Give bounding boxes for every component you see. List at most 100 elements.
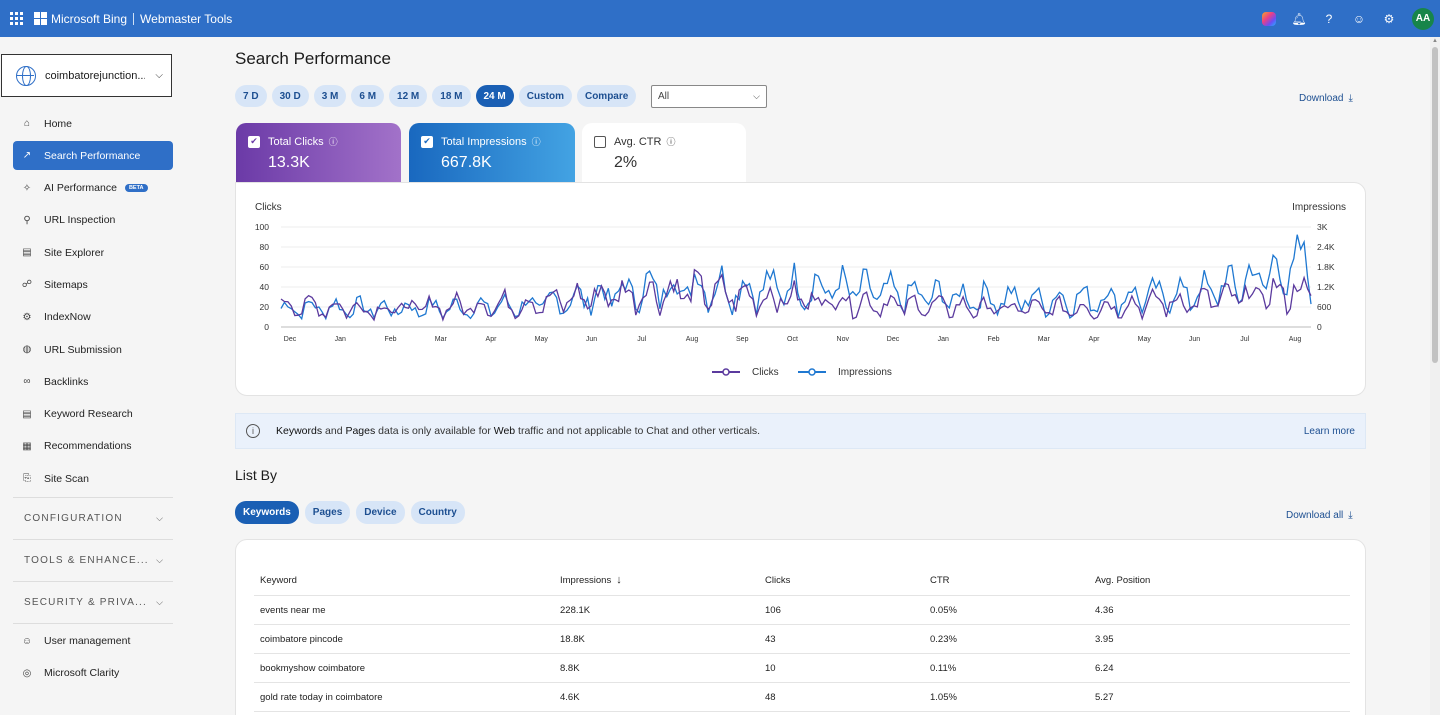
help-icon[interactable]: ?: [1325, 11, 1333, 26]
sidebar-item-home[interactable]: ⌂ Home: [13, 109, 173, 138]
tab-keywords[interactable]: Keywords: [235, 501, 299, 524]
range-chip-18-m[interactable]: 18 M: [432, 85, 471, 107]
sidebar-item-sitemaps[interactable]: ☍ Sitemaps: [13, 270, 173, 299]
table-row[interactable]: bookmyshow coimbatore 8.8K 10 0.11% 6.24: [254, 654, 1350, 683]
x-tick: Apr: [486, 336, 498, 343]
sort-down-icon: ↓: [616, 574, 622, 586]
legend-label-clicks[interactable]: Clicks: [752, 367, 779, 378]
table-row[interactable]: gold rate today in coimbatore 4.6K 48 1.05%…: [254, 683, 1350, 712]
table-cell-avg-position: 4.36: [1095, 604, 1114, 616]
download-all-button[interactable]: Download all ⤓: [1286, 510, 1353, 521]
sidebar-section-configuration[interactable]: CONFIGURATION ⌵: [13, 501, 173, 536]
x-tick: Feb: [987, 336, 999, 343]
sidebar-item-backlinks[interactable]: ∞ Backlinks: [13, 367, 173, 396]
range-chip-30-d[interactable]: 30 D: [271, 85, 309, 107]
globe-icon: [16, 65, 36, 86]
sidebar-item-url-submission[interactable]: ◍ URL Submission: [13, 335, 173, 364]
checkbox-checked-icon[interactable]: ✔: [421, 135, 433, 148]
info-icon[interactable]: ⓘ: [531, 137, 541, 147]
column-header-impressions[interactable]: Impressions ↓: [554, 574, 759, 586]
column-header-avg-position[interactable]: Avg. Position: [1089, 575, 1289, 586]
sidebar-item-indexnow[interactable]: ⚙ IndexNow: [13, 303, 173, 332]
column-header-keyword[interactable]: Keyword: [254, 575, 554, 586]
y-axis-right-title: Impressions: [1292, 202, 1346, 213]
range-chip-7-d[interactable]: 7 D: [235, 85, 267, 107]
sidebar-item-label: URL Inspection: [44, 214, 116, 227]
tab-country[interactable]: Country: [410, 501, 465, 524]
scrollbar[interactable]: ▲: [1430, 37, 1440, 715]
avatar[interactable]: AA: [1412, 7, 1434, 30]
sidebar-section-label: TOOLS & ENHANCE...: [24, 554, 149, 566]
range-chip-3-m[interactable]: 3 M: [313, 85, 347, 107]
filter-dropdown[interactable]: All ⌵: [651, 85, 767, 108]
sidebar-item-microsoft-clarity[interactable]: ◎ Microsoft Clarity: [13, 659, 173, 688]
site-name: coimbatorejunction....: [45, 69, 145, 82]
bell-icon[interactable]: 🔔︎: [1291, 11, 1307, 26]
info-icon[interactable]: ⓘ: [666, 137, 676, 147]
checkbox-unchecked-icon[interactable]: [594, 135, 606, 148]
range-chip-6-m[interactable]: 6 M: [351, 85, 385, 107]
sidebar-item-label: Home: [44, 117, 73, 130]
smiley-icon[interactable]: ☺: [1352, 11, 1366, 26]
sidebar-item-site-explorer[interactable]: ▤ Site Explorer: [13, 238, 173, 267]
table-row[interactable]: coimbatore pincode 18.8K 43 0.23% 3.95: [254, 625, 1350, 654]
tab-pages[interactable]: Pages: [304, 501, 351, 524]
list-by-tabs: Keywords Pages Device Country: [235, 501, 465, 524]
y-tick-left: 0: [264, 322, 269, 332]
x-tick: May: [1138, 336, 1152, 343]
sidebar-item-recommendations[interactable]: ▦ Recommendations: [13, 432, 173, 461]
sidebar-item-label: IndexNow: [44, 311, 91, 324]
range-chip-24-m[interactable]: 24 M: [475, 85, 514, 107]
table-header-row: Keyword Impressions ↓ Clicks CTR Avg. Positio…: [254, 565, 1350, 596]
waffle-icon[interactable]: [10, 11, 24, 26]
table-cell-ctr: 0.23%: [930, 633, 957, 645]
copilot-icon[interactable]: [1262, 11, 1276, 26]
download-button[interactable]: Download ⤓: [1299, 93, 1353, 104]
kpi-avg-ctr[interactable]: Avg. CTR ⓘ 2%: [582, 123, 746, 183]
performance-chart: Clicks Impressions 100 3K 80 2.4K 60 1.8K 40 1.2K…: [235, 182, 1366, 396]
range-chip-custom[interactable]: Custom: [518, 85, 572, 107]
product-name[interactable]: Webmaster Tools: [140, 11, 233, 26]
sidebar-item-keyword-research[interactable]: ▤ Keyword Research: [13, 400, 173, 429]
kpi-total-clicks[interactable]: ✔ Total Clicks ⓘ 13.3K: [236, 123, 401, 183]
x-tick: Sep: [736, 336, 749, 343]
checkbox-checked-icon[interactable]: ✔: [248, 135, 260, 148]
scrollbar-thumb[interactable]: [1432, 47, 1438, 363]
table-cell-keyword: gold rate today in coimbatore: [260, 691, 383, 703]
sidebar-item-ai-performance[interactable]: ✧ AI Performance BETA: [13, 174, 173, 203]
column-header-clicks[interactable]: Clicks: [759, 575, 924, 586]
table-cell-avg-position: 5.27: [1095, 691, 1114, 703]
gear-icon[interactable]: ⚙: [1383, 11, 1395, 26]
table-row[interactable]: events near me 228.1K 106 0.05% 4.36: [254, 596, 1350, 625]
sidebar-section-security-priva[interactable]: SECURITY & PRIVA... ⌵: [13, 585, 173, 620]
nav-divider: [13, 538, 173, 540]
sidebar-item-search-performance[interactable]: ↗ Search Performance: [13, 141, 173, 171]
user-icon: ☺: [21, 635, 33, 647]
tab-device[interactable]: Device: [356, 501, 405, 524]
keyword-icon: ▤: [22, 408, 32, 420]
legend-label-impressions[interactable]: Impressions: [838, 367, 892, 378]
learn-more-link[interactable]: Learn more: [1303, 425, 1355, 437]
range-chip-compare[interactable]: Compare: [576, 85, 637, 107]
table-cell-clicks: 106: [765, 604, 781, 616]
sidebar-section-tools-enhance[interactable]: TOOLS & ENHANCE... ⌵: [13, 543, 173, 578]
banner-keyword: Keywords: [276, 425, 323, 437]
column-header-label: Clicks: [765, 574, 791, 586]
info-icon[interactable]: ⓘ: [328, 137, 338, 147]
range-chip-12-m[interactable]: 12 M: [389, 85, 428, 107]
site-selector[interactable]: coimbatorejunction.... ⌵: [1, 54, 172, 97]
sidebar-item-url-inspection[interactable]: ⚲ URL Inspection: [13, 206, 173, 235]
kpi-total-impressions[interactable]: ✔ Total Impressions ⓘ 667.8K: [409, 123, 575, 183]
sidebar-item-site-scan[interactable]: ⎘ Site Scan: [13, 464, 173, 493]
top-bar: Microsoft Bing Webmaster Tools 🔔︎ ? ☺ ⚙ …: [0, 0, 1440, 37]
x-tick: Jun: [586, 336, 597, 343]
scroll-up-icon[interactable]: ▲: [1432, 38, 1438, 44]
brand-name[interactable]: Microsoft Bing: [51, 11, 128, 26]
column-header-ctr[interactable]: CTR: [924, 575, 1089, 586]
table-cell-ctr: 0.11%: [930, 662, 957, 674]
info-icon: i: [246, 424, 260, 438]
sidebar-item-user-management[interactable]: ☺ User management: [13, 627, 173, 656]
y-tick-right: 3K: [1317, 222, 1328, 232]
table-cell-ctr: 1.05%: [930, 691, 957, 703]
